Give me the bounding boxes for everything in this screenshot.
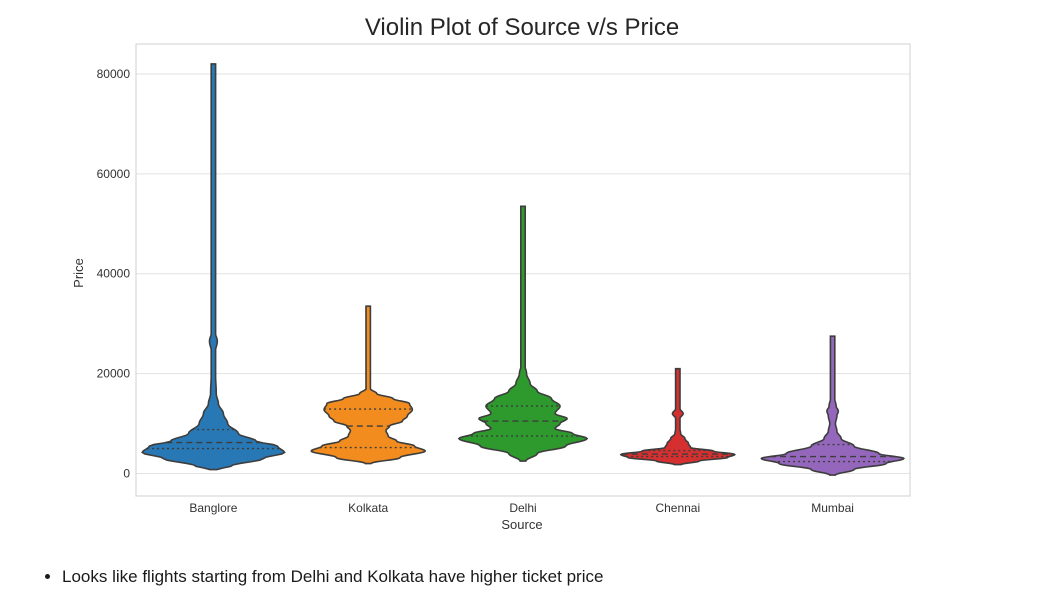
x-tick-label: Mumbai — [811, 501, 854, 515]
violin-chennai — [619, 367, 736, 466]
x-tick-label: Banglore — [189, 501, 237, 515]
observation-item: Looks like flights starting from Delhi a… — [62, 566, 603, 588]
y-tick-label: 80000 — [97, 67, 131, 81]
y-tick-label: 0 — [123, 467, 130, 481]
x-tick-label: Delhi — [509, 501, 536, 515]
y-tick-label: 20000 — [97, 367, 131, 381]
violin-kolkata — [310, 305, 427, 465]
y-axis-ticks: 0 20000 40000 60000 80000 — [97, 67, 131, 481]
x-tick-label: Chennai — [655, 501, 700, 515]
y-axis-label: Price — [71, 258, 86, 288]
observations-list: Looks like flights starting from Delhi a… — [24, 566, 603, 588]
x-axis-label: Source — [501, 517, 542, 532]
plot-area-frame — [135, 43, 911, 497]
violin-mumbai — [760, 335, 905, 476]
y-tick-label: 60000 — [97, 167, 131, 181]
y-tick-label: 40000 — [97, 267, 131, 281]
violins — [141, 63, 905, 476]
violin-delhi — [457, 205, 589, 462]
x-tick-label: Kolkata — [348, 501, 388, 515]
violin-chart: Violin Plot of Source v/s Price 0 20000 40… — [71, 14, 911, 532]
chart-title: Violin Plot of Source v/s Price — [365, 14, 679, 41]
violin-banglore — [141, 63, 286, 471]
x-axis-ticks: Banglore Kolkata Delhi Chennai Mumbai — [189, 501, 854, 515]
